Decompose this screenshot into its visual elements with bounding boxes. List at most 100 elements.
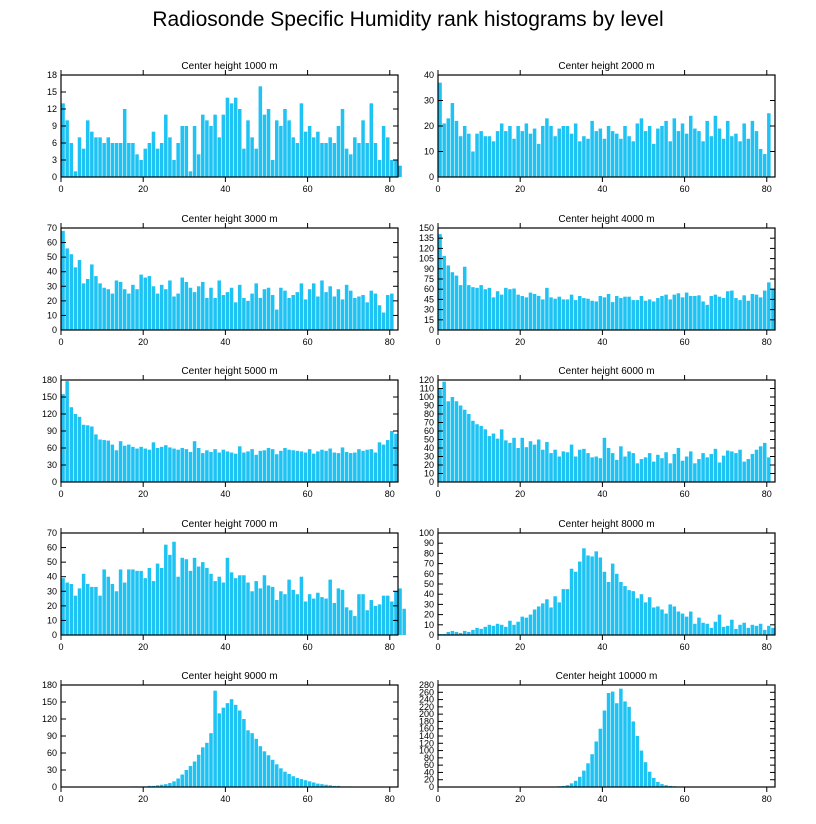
histogram-bar [307,449,312,482]
histogram-bar [615,703,619,787]
x-tick-label: 0 [435,489,440,499]
x-tick-label: 60 [303,337,313,347]
y-tick-label: 70 [424,418,434,428]
histogram-bar [598,296,603,330]
histogram-bar [754,449,759,482]
histogram-bar [233,578,238,635]
histogram-bar [647,597,652,635]
histogram-bar [557,296,561,330]
histogram-bar [164,784,168,787]
x-tick-label: 80 [762,794,772,804]
histogram-bar [516,294,520,330]
histogram-bar [348,290,353,330]
histogram-bar [250,591,254,635]
histogram-bar [176,143,180,177]
histogram-bar [311,453,316,482]
histogram-bar [672,606,677,635]
histogram-bar [746,300,751,330]
histogram-bar [578,776,582,787]
histogram-bar [147,449,152,482]
histogram-bar [254,148,258,177]
histogram-bar [578,296,582,330]
histogram-bar [159,784,164,787]
histogram-bar [131,143,135,177]
y-tick-label: 40 [47,572,57,582]
histogram-bar [320,280,324,330]
histogram-bar [328,785,332,787]
histogram-bar [730,136,734,177]
histogram-bar [283,448,287,482]
y-tick-label: 150 [42,697,57,707]
histogram-bar [361,450,365,482]
y-tick-label: 0 [429,630,434,640]
x-tick-label: 40 [220,642,230,652]
histogram-bar [615,573,619,635]
histogram-bar [94,276,98,330]
x-tick-label: 20 [138,642,148,652]
histogram-bar [446,631,451,635]
y-tick-label: 180 [42,680,57,690]
histogram-bar [532,128,537,177]
histogram-bar [233,453,238,482]
y-tick-label: 70 [47,223,57,233]
histogram-bar [680,460,685,482]
histogram-bar [361,295,365,330]
histogram-bar [516,621,520,635]
histogram-bar [462,630,467,635]
histogram-bar [254,581,258,635]
histogram-bar [159,567,164,635]
histogram-bar [209,287,213,330]
histogram-bar [332,602,337,635]
histogram-bar [479,425,483,482]
histogram-bar [238,710,242,787]
histogram-bar [217,713,221,787]
histogram-bar [504,131,508,177]
histogram-bar [701,141,705,177]
histogram-bar [69,143,74,177]
histogram-bar [155,293,160,330]
histogram-bar [450,630,455,635]
histogram-bar [114,591,119,635]
histogram-bar [192,557,197,635]
x-tick-label: 20 [138,794,148,804]
histogram-bar [164,114,168,177]
histogram-bar [381,312,386,330]
histogram-bar [725,291,730,330]
histogram-bar [270,759,275,787]
histogram-bar [569,568,574,635]
histogram-bar [738,141,742,177]
histogram-bar [225,292,230,330]
histogram-bar [270,586,275,635]
histogram-bar [69,254,74,330]
histogram-bar [652,777,656,787]
histogram-bar [738,449,742,482]
histogram-bar [65,120,69,177]
histogram-bar [619,581,623,635]
histogram-bar [102,287,106,330]
histogram-bar [664,120,668,177]
plot-frame [437,532,776,636]
histogram-bar [471,629,475,635]
histogram-bar [168,280,172,330]
histogram-bar [394,591,398,635]
histogram-bar [122,445,127,482]
histogram-bar [291,137,295,177]
y-tick-label: 20 [424,775,434,785]
x-tick-label: 80 [762,184,772,194]
y-tick-label: 40 [424,70,434,80]
histogram-bar [565,785,570,787]
y-tick-label: 40 [424,443,434,453]
y-tick-label: 50 [424,579,434,589]
histogram-bar [660,609,664,635]
x-tick-label: 20 [138,489,148,499]
histogram-bar [357,143,361,177]
histogram-bar [545,118,549,177]
histogram-bar [467,133,471,177]
y-tick-label: 6 [52,138,57,148]
histogram-bar [578,561,582,635]
histogram-bar [73,595,78,635]
histogram-bar [340,299,345,330]
y-tick-label: 240 [419,695,434,705]
histogram-bar [258,297,263,330]
histogram-bar [155,785,160,787]
